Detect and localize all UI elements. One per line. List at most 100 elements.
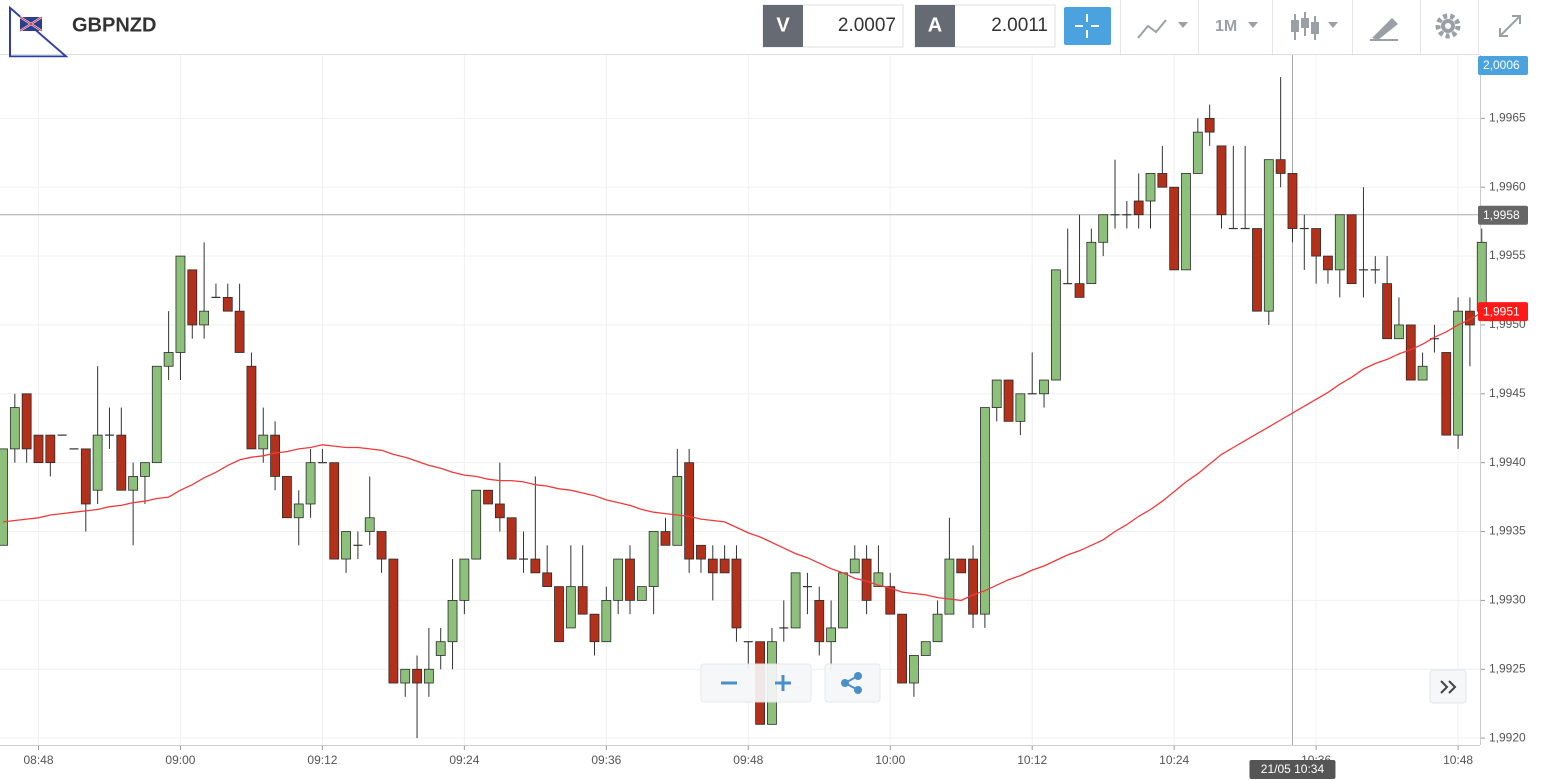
buy-label-bg[interactable]: [915, 5, 955, 47]
flag-cross-red: [19, 16, 43, 32]
sell-label-bg[interactable]: [763, 5, 803, 47]
y-tick-label: 1,9965: [1489, 111, 1526, 125]
candle-body: [199, 310, 210, 326]
fullscreen-icon[interactable]: [1499, 15, 1521, 37]
candle-body: [1453, 310, 1463, 436]
crosshair-time-label: 21/05 10:34: [1261, 762, 1325, 776]
dropdown-arrow[interactable]: [1178, 22, 1188, 28]
candle-body: [1204, 117, 1215, 133]
chart-type-body[interactable]: [1311, 22, 1319, 34]
candle-body: [613, 558, 624, 601]
candle-body: [116, 434, 127, 491]
candle-body: [991, 379, 1002, 408]
candle-body: [1157, 173, 1168, 188]
chart-type-body[interactable]: [1301, 18, 1309, 28]
toolbar-separators: [1120, 0, 1479, 54]
candle-body: [1441, 352, 1452, 436]
candle-body: [1476, 241, 1487, 312]
zoom-in[interactable]: [775, 675, 791, 691]
x-tick-label: 09:24: [449, 753, 479, 767]
candle-body: [1263, 159, 1274, 312]
candle-body: [1181, 173, 1191, 271]
draw-button[interactable]: [1370, 18, 1398, 41]
candle-body: [1252, 228, 1262, 312]
draw-icon[interactable]: [1372, 18, 1398, 40]
crosshair-button[interactable]: [1064, 7, 1111, 45]
x-tick-label: 09:36: [591, 753, 621, 767]
candle-body: [1394, 324, 1404, 340]
chart-type-body[interactable]: [1291, 20, 1299, 32]
candle-body: [423, 668, 434, 684]
candle-body: [494, 503, 505, 519]
moving-average-line: [2, 311, 1483, 602]
share-box[interactable]: [824, 663, 881, 703]
scroll-end-button[interactable]: [1429, 669, 1467, 704]
candle-body: [838, 572, 848, 629]
sell-price[interactable]: 2.0007: [838, 15, 896, 36]
candle-body: [731, 558, 742, 629]
zoom-controls: [700, 663, 1467, 704]
candle-body: [376, 531, 387, 560]
timeframe[interactable]: 1M: [1215, 18, 1237, 35]
candle-body: [21, 393, 32, 450]
candle-body: [684, 462, 695, 560]
chart-type-button[interactable]: [1291, 12, 1338, 40]
settings-button[interactable]: [1435, 13, 1461, 39]
indicators-icon[interactable]: [1137, 19, 1167, 39]
candle-body: [1405, 324, 1416, 381]
y-tick-label: 1,9920: [1489, 730, 1526, 744]
candle-body: [1015, 393, 1026, 422]
sell-label[interactable]: V: [776, 14, 790, 36]
candle-body: [400, 668, 411, 684]
dropdown-arrow[interactable]: [1328, 22, 1338, 28]
candle-body: [932, 613, 943, 643]
crosshair-icon[interactable]: [1075, 14, 1099, 38]
candle-body: [270, 434, 280, 477]
gear-hole[interactable]: [1445, 23, 1451, 29]
candle-body: [9, 407, 20, 450]
candle-body: [814, 599, 825, 643]
candle-body: [1465, 310, 1475, 326]
candle-body: [151, 365, 162, 464]
share-icon[interactable]: [841, 672, 862, 694]
candle-body: [625, 558, 635, 601]
timeframe-button[interactable]: 1M: [1215, 18, 1258, 35]
scroll-end-icon[interactable]: [1440, 680, 1457, 694]
candle-body: [0, 448, 8, 546]
plot-area: 1,9920 1,9925 1,9930 1,9935 1,9940 1,9945 1,99…: [0, 55, 1526, 767]
candle-body: [506, 517, 517, 560]
candle-body: [293, 503, 304, 519]
buy-label[interactable]: A: [928, 14, 942, 36]
candle-body: [1323, 255, 1333, 271]
buy-button[interactable]: A 2.0011: [914, 4, 1056, 48]
fullscreen-button[interactable]: [1499, 15, 1521, 37]
candle-body: [1275, 159, 1286, 174]
x-tick-label: 10:24: [1159, 753, 1189, 767]
candle-body: [849, 558, 860, 574]
candle-body: [1145, 173, 1156, 202]
candle-body: [636, 586, 647, 601]
candle-body: [530, 558, 541, 574]
candle-body: [128, 476, 139, 491]
indicators-button[interactable]: [1137, 19, 1188, 39]
gear-teeth[interactable]: [1435, 13, 1461, 39]
sell-button[interactable]: V 2.0007: [762, 4, 904, 48]
toolbar: GBPNZD V 2.0007 A 2.0011: [0, 0, 1542, 58]
x-tick-label: 10:00: [875, 753, 905, 767]
candle-body: [282, 476, 292, 519]
dropdown-arrow[interactable]: [1248, 22, 1258, 28]
candle-body: [258, 434, 269, 450]
candle-body: [554, 586, 564, 643]
share-link[interactable]: [844, 675, 859, 691]
zoom-box: [700, 663, 812, 703]
crosshair-bg[interactable]: [1064, 7, 1111, 45]
x-tick-label: 09:12: [307, 753, 337, 767]
buy-price[interactable]: 2.0011: [991, 15, 1048, 36]
candle-body: [1086, 241, 1097, 285]
y-tick-label: 1,9940: [1489, 455, 1526, 469]
candle-body: [364, 517, 375, 532]
candle-body: [187, 269, 198, 326]
top-price-tag: 2,0006: [1483, 58, 1520, 72]
candle-body: [1169, 186, 1180, 271]
